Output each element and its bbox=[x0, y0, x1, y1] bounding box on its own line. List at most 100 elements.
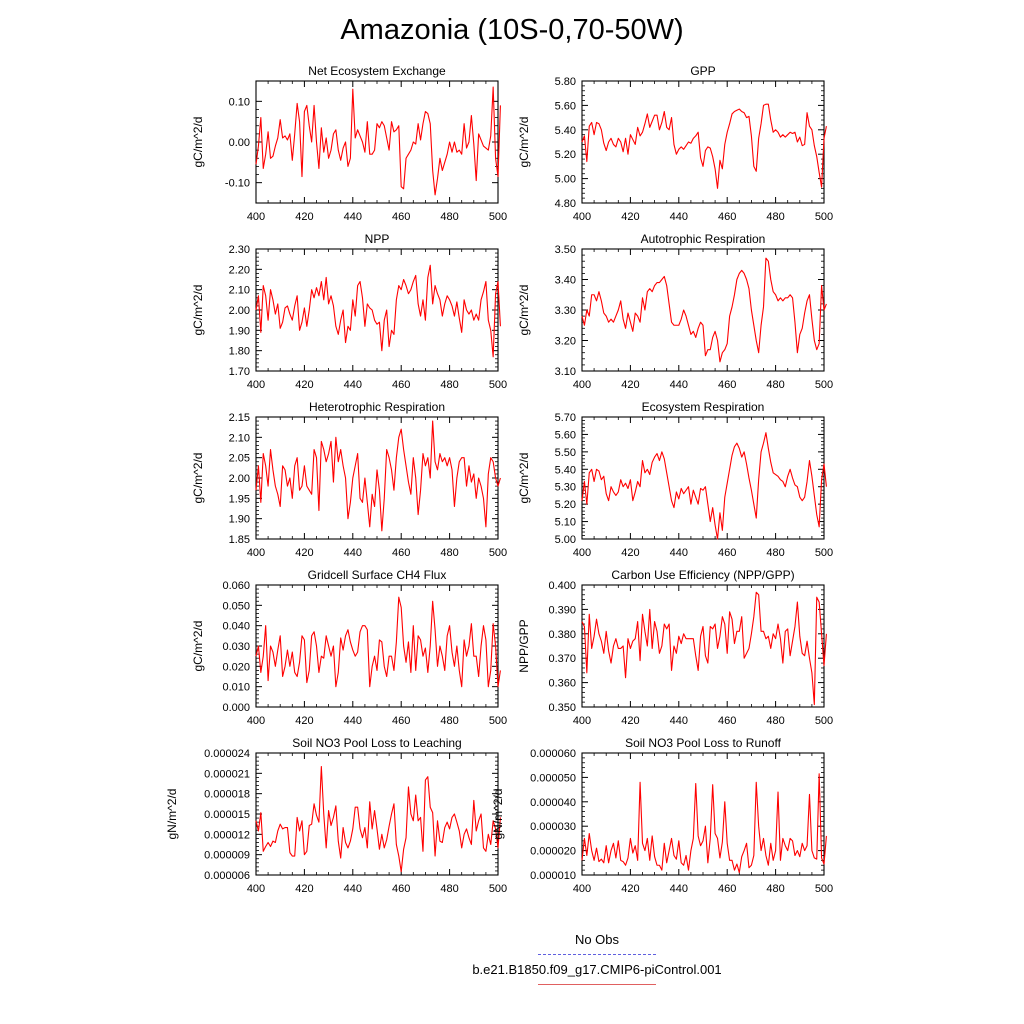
x-tick-label: 460 bbox=[392, 211, 410, 223]
x-tick-label: 500 bbox=[815, 379, 833, 391]
y-tick-label: 5.40 bbox=[555, 464, 576, 476]
x-tick-label: 400 bbox=[573, 715, 591, 727]
x-tick-label: 500 bbox=[489, 211, 507, 223]
y-tick-label: 1.70 bbox=[229, 366, 250, 378]
x-tick-label: 440 bbox=[670, 211, 688, 223]
panel-er: Ecosystem Respiration 400 420 440 460 480 500 5… bbox=[517, 400, 833, 559]
x-tick-label: 440 bbox=[670, 715, 688, 727]
x-tick-label: 460 bbox=[718, 211, 736, 223]
y-axis-label: gN/m^2/d bbox=[491, 789, 505, 840]
x-tick-label: 500 bbox=[489, 547, 507, 559]
y-tick-label: 0.000024 bbox=[204, 748, 250, 760]
y-axis-label: gC/m^2/d bbox=[517, 285, 531, 336]
y-tick-label: 5.00 bbox=[555, 534, 576, 546]
y-axis-label: gC/m^2/d bbox=[191, 285, 205, 336]
x-tick-label: 420 bbox=[621, 211, 639, 223]
y-tick-label: 4.80 bbox=[555, 198, 576, 210]
y-axis-label: gC/m^2/d bbox=[191, 117, 205, 168]
y-tick-label: 3.30 bbox=[555, 305, 576, 317]
panel-title: Ecosystem Respiration bbox=[642, 400, 765, 414]
y-tick-label: 0.000 bbox=[222, 702, 250, 714]
x-tick-label: 440 bbox=[344, 715, 362, 727]
panel-no3-runoff: Soil NO3 Pool Loss to Runoff 400 420 440 460… bbox=[491, 736, 833, 895]
series-line bbox=[255, 420, 501, 532]
x-tick-label: 420 bbox=[621, 715, 639, 727]
x-tick-label: 500 bbox=[815, 883, 833, 895]
x-tick-label: 480 bbox=[766, 211, 784, 223]
legend-case-swatch bbox=[538, 984, 656, 985]
y-tick-label: 0.000009 bbox=[204, 850, 250, 862]
x-tick-label: 460 bbox=[392, 883, 410, 895]
plot-frame bbox=[255, 584, 499, 708]
y-tick-label: 2.05 bbox=[229, 453, 250, 465]
x-tick-label: 420 bbox=[295, 379, 313, 391]
plot-frame bbox=[255, 248, 499, 372]
x-tick-label: 400 bbox=[573, 547, 591, 559]
y-axis-label: NPP/GPP bbox=[517, 619, 531, 672]
x-tick-label: 440 bbox=[670, 883, 688, 895]
panel-hr: Heterotrophic Respiration 400 420 440 460 480… bbox=[191, 400, 507, 559]
x-tick-label: 480 bbox=[766, 379, 784, 391]
y-tick-label: -0.10 bbox=[225, 178, 250, 190]
x-tick-label: 420 bbox=[295, 883, 313, 895]
x-tick-label: 400 bbox=[573, 883, 591, 895]
panel-gpp: GPP 400 420 440 460 480 500 4.80 5.00 5.20 5.40 5.6… bbox=[517, 64, 833, 223]
x-tick-label: 420 bbox=[621, 379, 639, 391]
y-tick-label: 0.000020 bbox=[530, 846, 576, 858]
x-tick-label: 420 bbox=[295, 211, 313, 223]
panel-title: GPP bbox=[690, 64, 715, 78]
y-tick-label: 0.050 bbox=[222, 600, 250, 612]
y-tick-label: 5.00 bbox=[555, 174, 576, 186]
series-line bbox=[581, 591, 827, 706]
x-tick-label: 420 bbox=[295, 547, 313, 559]
x-tick-label: 460 bbox=[392, 379, 410, 391]
x-tick-label: 480 bbox=[766, 883, 784, 895]
y-tick-label: 2.10 bbox=[229, 432, 250, 444]
series-line bbox=[581, 257, 827, 363]
x-tick-label: 480 bbox=[440, 547, 458, 559]
x-tick-label: 480 bbox=[440, 883, 458, 895]
y-tick-label: 2.20 bbox=[229, 264, 250, 276]
series-line bbox=[255, 766, 501, 873]
x-tick-label: 420 bbox=[621, 883, 639, 895]
y-tick-label: 5.60 bbox=[555, 429, 576, 441]
plot-frame bbox=[581, 752, 825, 876]
y-tick-label: 0.380 bbox=[548, 629, 576, 641]
y-tick-label: 0.010 bbox=[222, 682, 250, 694]
y-tick-label: 3.20 bbox=[555, 336, 576, 348]
x-tick-label: 500 bbox=[815, 715, 833, 727]
y-tick-label: 0.000015 bbox=[204, 809, 250, 821]
x-tick-label: 420 bbox=[295, 715, 313, 727]
x-tick-label: 480 bbox=[440, 715, 458, 727]
y-tick-label: 0.370 bbox=[548, 653, 576, 665]
x-tick-label: 460 bbox=[718, 715, 736, 727]
plot-frame bbox=[581, 584, 825, 708]
panel-title: Autotrophic Respiration bbox=[641, 232, 766, 246]
y-tick-label: 5.50 bbox=[555, 447, 576, 459]
panel-title: Heterotrophic Respiration bbox=[309, 400, 445, 414]
y-tick-label: 5.80 bbox=[555, 76, 576, 88]
x-tick-label: 440 bbox=[344, 547, 362, 559]
y-tick-label: 2.00 bbox=[229, 473, 250, 485]
x-tick-label: 500 bbox=[815, 211, 833, 223]
legend-case-label: b.e21.B1850.f09_g17.CMIP6-piControl.001 bbox=[472, 962, 722, 977]
y-tick-label: 5.70 bbox=[555, 412, 576, 424]
x-tick-label: 400 bbox=[247, 547, 265, 559]
panel-ch4: Gridcell Surface CH4 Flux 400 420 440 460 480… bbox=[191, 568, 507, 727]
x-tick-label: 460 bbox=[392, 715, 410, 727]
y-tick-label: 5.30 bbox=[555, 482, 576, 494]
panel-ar: Autotrophic Respiration 400 420 440 460 480 50… bbox=[517, 232, 833, 391]
y-tick-label: 0.390 bbox=[548, 604, 576, 616]
x-tick-label: 460 bbox=[718, 379, 736, 391]
y-tick-label: 1.95 bbox=[229, 493, 250, 505]
y-tick-label: 1.80 bbox=[229, 346, 250, 358]
y-tick-label: 0.020 bbox=[222, 661, 250, 673]
y-tick-label: 0.040 bbox=[222, 621, 250, 633]
x-tick-label: 400 bbox=[573, 211, 591, 223]
x-tick-label: 440 bbox=[344, 211, 362, 223]
x-tick-label: 400 bbox=[247, 211, 265, 223]
x-tick-label: 480 bbox=[440, 211, 458, 223]
y-tick-label: 0.000040 bbox=[530, 797, 576, 809]
panel-npp: NPP 400 420 440 460 480 500 1.70 1.80 1.90 2.00 2.1… bbox=[191, 232, 507, 391]
